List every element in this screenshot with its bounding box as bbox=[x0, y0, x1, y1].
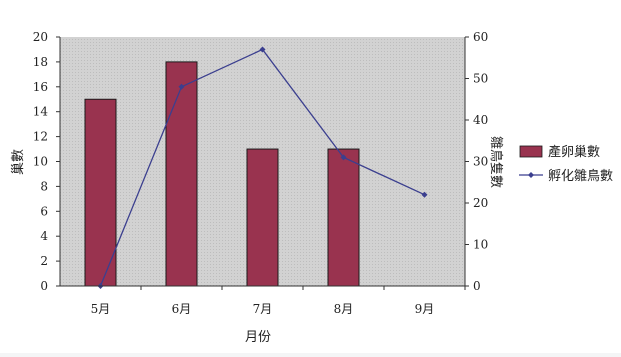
right-tick-label: 10 bbox=[473, 238, 488, 252]
line-point-9月 bbox=[421, 191, 428, 198]
x-tick-label: 9月 bbox=[415, 302, 435, 316]
left-tick-label: 14 bbox=[33, 105, 49, 119]
left-tick-label: 2 bbox=[40, 254, 48, 268]
right-tick-label: 40 bbox=[473, 113, 488, 127]
right-tick-label: 60 bbox=[473, 30, 488, 44]
left-tick-label: 8 bbox=[40, 179, 48, 193]
right-tick-label: 0 bbox=[473, 279, 481, 293]
x-tick-label: 7月 bbox=[253, 302, 273, 316]
line-point-8月 bbox=[340, 154, 347, 161]
left-tick-label: 16 bbox=[33, 80, 48, 94]
left-axis-title: 巢數 bbox=[11, 149, 26, 175]
x-tick-label: 6月 bbox=[172, 302, 192, 316]
right-tick-label: 30 bbox=[473, 155, 488, 169]
bar-8月 bbox=[327, 148, 360, 287]
legend-label-bar: 產卵巢數 bbox=[548, 144, 600, 160]
right-axis-title: 雛鳥隻數 bbox=[488, 136, 503, 188]
bar-6月 bbox=[165, 61, 198, 287]
left-tick-label: 0 bbox=[40, 279, 48, 293]
legend-label-line: 孵化雛鳥數 bbox=[548, 169, 613, 184]
legend-swatch-marker bbox=[528, 172, 534, 178]
right-tick-label: 50 bbox=[473, 72, 488, 86]
left-tick-label: 6 bbox=[40, 204, 48, 218]
left-tick-label: 4 bbox=[40, 229, 48, 243]
left-tick-label: 18 bbox=[33, 55, 48, 69]
left-tick-label: 12 bbox=[33, 130, 48, 144]
x-axis-title: 月份 bbox=[245, 330, 271, 345]
bar-7月 bbox=[246, 148, 279, 287]
line-point-6月 bbox=[178, 83, 185, 90]
line-point-7月 bbox=[259, 46, 266, 53]
right-tick-label: 20 bbox=[473, 196, 488, 210]
left-tick-label: 10 bbox=[33, 155, 48, 169]
x-tick-label: 5月 bbox=[91, 302, 111, 316]
legend-swatch-bar bbox=[519, 145, 543, 158]
left-tick-label: 20 bbox=[33, 30, 48, 44]
x-tick-label: 8月 bbox=[334, 302, 354, 316]
